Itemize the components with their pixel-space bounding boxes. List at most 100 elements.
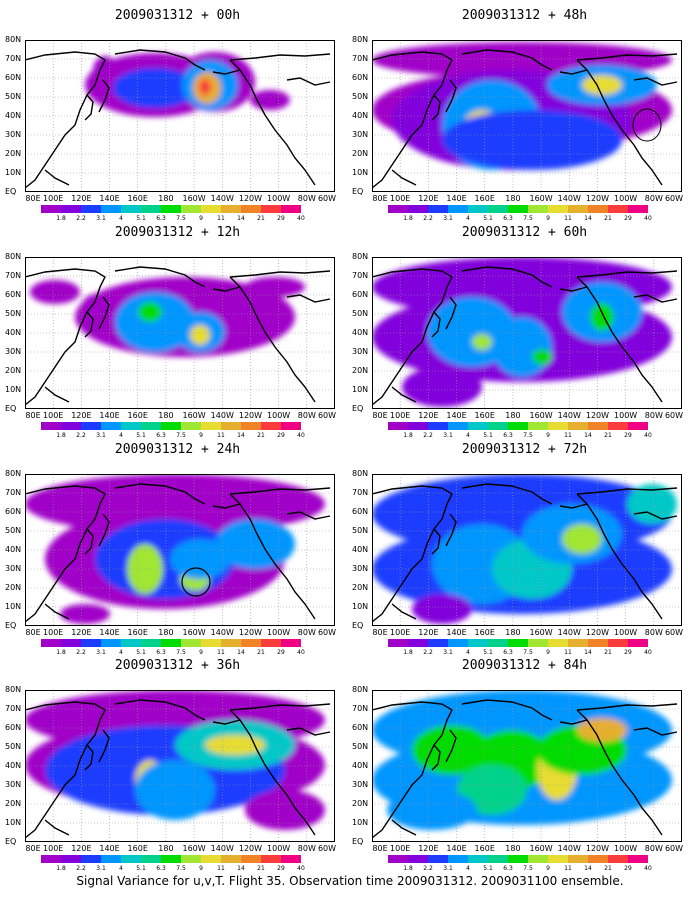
colorbar-label: 14 — [237, 865, 245, 872]
panel-6: 2009031312 + 36h 80N 70N 60N 50N 40N 30N 20N 10N… — [5, 658, 350, 873]
coastline — [576, 59, 663, 186]
lon-tick-label: 140W — [557, 628, 581, 637]
colorbar-swatch — [221, 422, 241, 430]
colorbar-label: 14 — [237, 649, 245, 656]
colorbar-swatch — [528, 855, 548, 863]
map-plot — [25, 690, 335, 842]
variance-contour — [562, 524, 602, 554]
colorbar — [388, 639, 648, 647]
lon-tick-label: 80W — [297, 411, 316, 420]
coastline — [576, 493, 663, 620]
lon-tick-label: 60W — [664, 194, 684, 203]
colorbar-label: 7.5 — [176, 215, 186, 222]
colorbar-label: 4 — [466, 432, 470, 439]
coastline — [229, 270, 331, 278]
lon-tick-label: 80W — [644, 411, 663, 420]
colorbar-swatch — [41, 205, 61, 213]
lon-tick-label: 160E — [474, 628, 495, 637]
colorbar-swatch — [101, 855, 121, 863]
colorbar-label: 29 — [624, 432, 632, 439]
coastline — [286, 511, 331, 520]
lon-tick-label: 60W — [317, 411, 337, 420]
colorbar-label: 3.1 — [443, 432, 453, 439]
lon-tick-label: 180 — [158, 844, 174, 853]
coastline — [44, 603, 70, 620]
colorbar-swatch — [161, 855, 181, 863]
lon-tick-label: 100W — [614, 411, 638, 420]
colorbar-swatch — [428, 422, 448, 430]
colorbar-label: 5.1 — [136, 649, 146, 656]
lon-tick-label: 140E — [99, 844, 120, 853]
colorbar-swatch — [428, 855, 448, 863]
lon-tick-label: 160E — [474, 844, 495, 853]
colorbar-label: 1.8 — [403, 865, 413, 872]
variance-contour — [590, 303, 614, 331]
coastline — [229, 53, 331, 61]
coastline — [286, 727, 331, 736]
map-plot — [25, 257, 335, 409]
lat-tick-label: 40N — [352, 329, 369, 337]
colorbar-swatch — [261, 855, 281, 863]
colorbar-swatch — [448, 639, 468, 647]
colorbar-swatch — [41, 855, 61, 863]
colorbar-label: 3.1 — [443, 649, 453, 656]
lon-tick-label: 160W — [529, 194, 553, 203]
colorbar-swatch — [468, 639, 488, 647]
colorbar-swatch — [141, 205, 161, 213]
colorbar-swatch — [488, 855, 508, 863]
coastline — [44, 169, 70, 186]
colorbar-label: 6.3 — [156, 649, 166, 656]
colorbar-label: 3.1 — [96, 215, 106, 222]
lat-tick-label: 20N — [352, 800, 369, 808]
panel-title: 2009031312 + 36h — [114, 658, 241, 673]
lat-tick-label: EQ — [5, 622, 17, 630]
colorbar-swatch — [201, 639, 221, 647]
lat-tick-label: 60N — [5, 291, 22, 299]
colorbar-label: 1.8 — [56, 432, 66, 439]
lon-tick-label: 120W — [585, 194, 610, 203]
colorbar-label: 29 — [277, 649, 285, 656]
colorbar-label: 4 — [466, 865, 470, 872]
lat-tick-label: 10N — [352, 169, 369, 177]
colorbar-swatch — [588, 205, 608, 213]
colorbar-label: 1.8 — [403, 432, 413, 439]
coastline — [576, 709, 663, 836]
variance-contour — [135, 760, 215, 820]
lon-tick-label: 140W — [210, 194, 234, 203]
colorbar-label: 6.3 — [503, 432, 513, 439]
colorbar-swatch — [388, 422, 408, 430]
coastline — [576, 270, 678, 278]
lon-tick-label: 180 — [158, 194, 174, 203]
colorbar-label: 29 — [277, 865, 285, 872]
coastline — [114, 49, 206, 71]
map-plot — [25, 474, 335, 626]
colorbar-swatch — [261, 422, 281, 430]
lon-tick-label: 120W — [238, 844, 263, 853]
colorbar-swatch — [448, 422, 468, 430]
colorbar-label: 40 — [297, 215, 305, 222]
colorbar-label: 6.3 — [156, 865, 166, 872]
colorbar-label: 4 — [119, 215, 123, 222]
colorbar-swatch — [488, 639, 508, 647]
colorbar — [388, 205, 648, 213]
colorbar-swatch — [181, 422, 201, 430]
colorbar-label: 9 — [546, 649, 550, 656]
lon-tick-label: 160E — [127, 411, 148, 420]
lon-tick-label: 60W — [664, 844, 684, 853]
lon-tick-label: 100W — [614, 628, 638, 637]
lat-tick-label: 40N — [5, 329, 22, 337]
colorbar-label: 11 — [564, 432, 572, 439]
variance-contour — [60, 604, 110, 624]
variance-contour — [215, 519, 295, 569]
coastline — [98, 296, 110, 330]
colorbar-label: 9 — [199, 432, 203, 439]
panel-1: 2009031312 + 48h 80N 70N 60N 50N 40N 30N 20N 10N… — [352, 8, 697, 223]
lon-tick-label: 80W — [297, 628, 316, 637]
lon-tick-label: 160E — [127, 628, 148, 637]
colorbar — [41, 855, 301, 863]
lon-tick-label: 180 — [505, 628, 521, 637]
lon-tick-label: 80E — [372, 411, 388, 420]
panel-7: 2009031312 + 84h 80N 70N 60N 50N 40N 30N 20N 10N… — [352, 658, 697, 873]
lat-tick-label: 60N — [5, 724, 22, 732]
coastline — [212, 286, 241, 292]
